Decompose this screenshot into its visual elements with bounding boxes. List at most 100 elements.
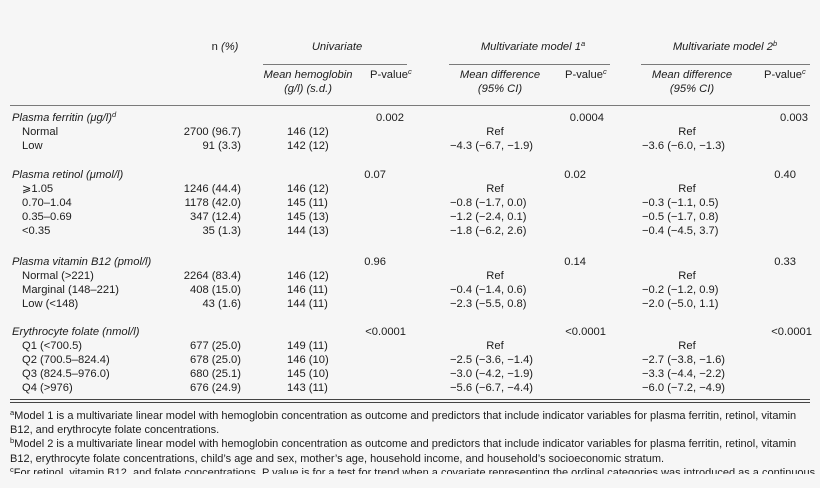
row-m2: −0.2 (−1.2, 0.9)	[642, 284, 719, 296]
section-title-text: Plasma vitamin B12 (pmol/l)	[12, 256, 152, 268]
subheader-line: Mean difference	[459, 69, 541, 81]
subheader-pvalue-m2: P-valuec	[764, 68, 806, 82]
row-label: Marginal (148–221)	[22, 284, 120, 296]
row-n: 347 (12.4)	[190, 211, 241, 223]
spanner-rule-model1	[449, 64, 610, 65]
footnote-mark: a	[580, 39, 586, 48]
pvalue-label: P-value	[370, 69, 408, 81]
row-label: 0.35–0.69	[22, 211, 72, 223]
row-n: 35 (1.3)	[202, 225, 241, 237]
subheader-line: Mean difference	[651, 69, 733, 81]
row-n: 680 (25.1)	[190, 368, 241, 380]
footnote-mark: c	[801, 67, 806, 76]
row-hb: 145 (11)	[287, 197, 328, 209]
row-hb: 144 (13)	[287, 225, 329, 237]
p-model1: <0.0001	[565, 326, 606, 338]
row-label: Low (<148)	[22, 298, 79, 310]
section-title-text: Erythrocyte folate (nmol/l)	[12, 326, 140, 338]
section-title: Plasma vitamin B12 (pmol/l)	[12, 255, 151, 269]
section-title-text: Plasma ferritin (μg/l)	[12, 112, 112, 124]
row-label: Low	[22, 140, 43, 152]
group-label: Univariate	[311, 41, 363, 53]
row-m2: −2.7 (−3.8, −1.6)	[642, 354, 726, 366]
group-label: Multivariate model 2	[672, 41, 773, 53]
footnote-mark: b	[10, 436, 15, 446]
header-n-pct: n (%)	[190, 40, 260, 54]
header-pct-label: (%)	[220, 41, 239, 53]
row-m2: −6.0 (−7.2, −4.9)	[642, 382, 726, 394]
header-group-model2: Multivariate model 2b	[640, 40, 810, 54]
row-hb: 143 (11)	[287, 382, 328, 394]
footnote-mark: a	[10, 408, 15, 417]
header-n-label: n	[211, 41, 218, 53]
footnote-mark: c	[10, 465, 14, 474]
footnote-mark: b	[772, 39, 778, 48]
footnote-mark: d	[112, 110, 117, 119]
row-m1: −5.6 (−6.7, −4.4)	[450, 382, 534, 394]
footnote-text: Model 1 is a multivariate linear model w…	[10, 410, 797, 437]
row-label: Normal (>221)	[22, 270, 94, 282]
row-hb: 145 (13)	[287, 211, 329, 223]
p-model1: 0.02	[564, 169, 586, 181]
row-m1: Ref	[486, 340, 504, 352]
footnotes: aModel 1 is a multivariate linear model …	[10, 409, 816, 474]
row-n: 677 (25.0)	[190, 340, 241, 352]
row-label: ⩾1.05	[22, 183, 54, 195]
row-n: 676 (24.9)	[190, 382, 241, 394]
row-hb: 146 (11)	[287, 284, 328, 296]
p-model2: 0.33	[774, 256, 796, 268]
row-hb: 146 (10)	[287, 354, 329, 366]
row-hb: 146 (12)	[287, 126, 329, 138]
row-label: Q1 (<700.5)	[22, 340, 83, 352]
row-m2: −2.0 (−5.0, 1.1)	[642, 298, 719, 310]
row-m2: −0.5 (−1.7, 0.8)	[642, 211, 719, 223]
section-title: Erythrocyte folate (nmol/l)	[12, 325, 139, 339]
row-n: 91 (3.3)	[202, 140, 241, 152]
table-bottom-rule-2	[10, 401, 810, 403]
row-hb: 145 (10)	[287, 368, 329, 380]
row-m2: Ref	[678, 270, 696, 282]
p-model1: 0.14	[564, 256, 586, 268]
row-m1: −1.8 (−6.2, 2.6)	[450, 225, 527, 237]
subheader-pvalue-uni: P-valuec	[370, 68, 412, 82]
p-model2: 0.40	[774, 169, 796, 181]
subheader-pvalue-m1: P-valuec	[565, 68, 607, 82]
row-m1: −3.0 (−4.2, −1.9)	[450, 368, 534, 380]
row-m2: −0.4 (−4.5, 3.7)	[642, 225, 719, 237]
section-title: Plasma ferritin (μg/l)d	[12, 111, 116, 125]
subheader-line: (95% CI)	[477, 83, 523, 95]
row-m2: Ref	[678, 183, 696, 195]
pvalue-label: P-value	[565, 69, 603, 81]
footnote-b: bModel 2 is a multivariate linear model …	[10, 437, 816, 465]
row-label: Q3 (824.5–976.0)	[22, 368, 110, 380]
subheader-mean-diff-m2: Mean difference (95% CI)	[637, 68, 747, 96]
row-label: Q2 (700.5–824.4)	[22, 354, 110, 366]
row-m1: −0.8 (−1.7, 0.0)	[450, 197, 527, 209]
row-m2: Ref	[678, 126, 696, 138]
table-bottom-rule	[10, 399, 810, 400]
row-label: <0.35	[22, 225, 51, 237]
row-label: 0.70–1.04	[22, 197, 72, 209]
row-m1: Ref	[486, 183, 504, 195]
row-n: 1246 (44.4)	[183, 183, 241, 195]
row-hb: 146 (12)	[287, 270, 329, 282]
p-univariate: 0.002	[376, 112, 404, 124]
p-univariate: 0.07	[364, 169, 386, 181]
row-label: Q4 (>976)	[22, 382, 73, 394]
p-univariate: 0.96	[364, 256, 386, 268]
section-title-text: Plasma retinol (μmol/l)	[12, 169, 124, 181]
header-group-model1: Multivariate model 1a	[448, 40, 618, 54]
row-m1: −2.5 (−3.6, −1.4)	[450, 354, 534, 366]
footnote-c: cFor retinol, vitamin B12, and folate co…	[10, 466, 816, 474]
row-m1: −1.2 (−2.4, 0.1)	[450, 211, 527, 223]
row-hb: 142 (12)	[287, 140, 329, 152]
footnote-mark: c	[602, 67, 607, 76]
row-m1: Ref	[486, 270, 504, 282]
row-hb: 144 (11)	[287, 298, 328, 310]
row-m2: −3.3 (−4.4, −2.2)	[642, 368, 726, 380]
row-hb: 146 (12)	[287, 183, 329, 195]
row-n: 2264 (83.4)	[183, 270, 241, 282]
header-group-univariate: Univariate	[262, 40, 412, 54]
row-m1: Ref	[486, 126, 504, 138]
footnote-text: Model 2 is a multivariate linear model w…	[10, 438, 797, 465]
